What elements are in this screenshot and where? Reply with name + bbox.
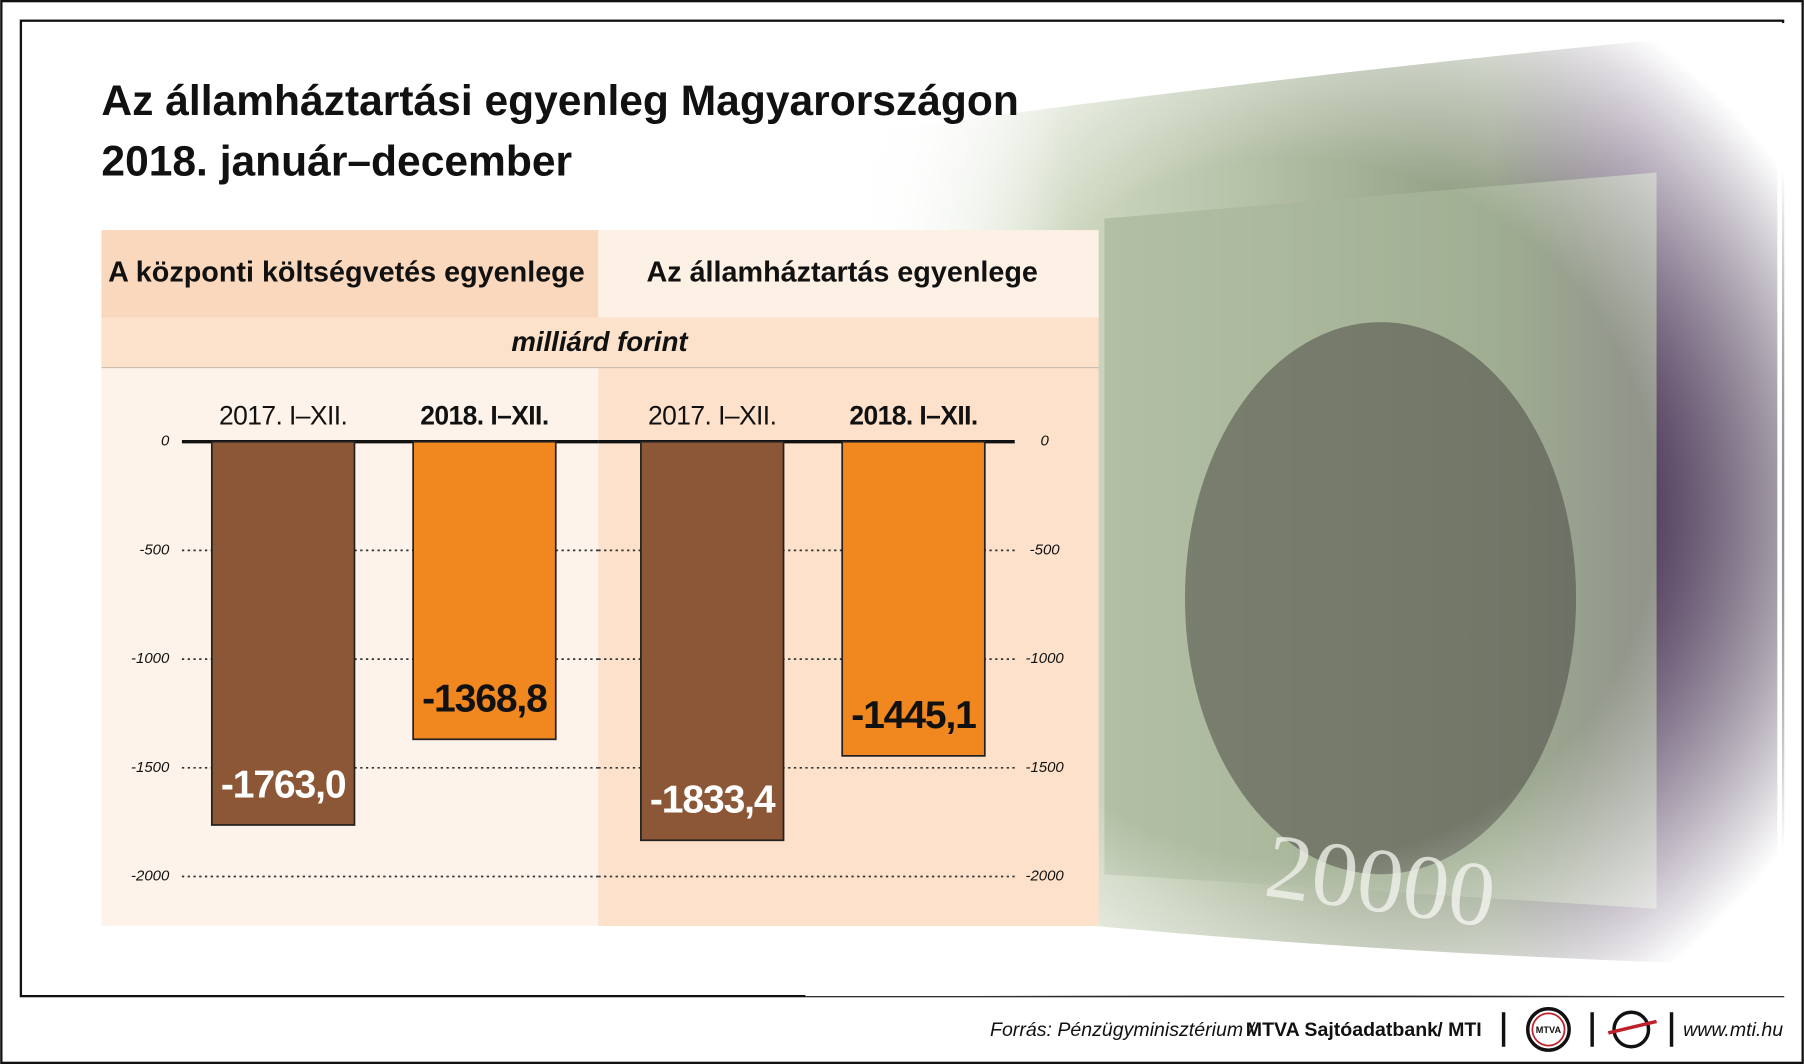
bar [412, 440, 557, 741]
plot: 0 -500 -1000 -1500 -2000 -1763,0 2017. I–XII. -… [131, 401, 1064, 885]
value-label: -1445,1 [851, 694, 976, 737]
category-label: 2018. I–XII. [849, 401, 977, 431]
logo-text: MTVA [1536, 1025, 1562, 1035]
subtitle: 2018. január–december [101, 138, 572, 186]
bar [640, 440, 785, 842]
footer: Forrás: Pénzügyminisztérium / MTVA Sajtó… [990, 1007, 1783, 1052]
category-label: 2018. I–XII. [420, 401, 548, 431]
y-tick-label: -500 [139, 541, 170, 558]
bar [841, 440, 986, 757]
value-label: -1833,4 [650, 779, 776, 822]
y-tick-label: -2000 [1026, 867, 1065, 884]
url: www.mti.hu [1683, 1019, 1783, 1041]
y-tick-label: -2000 [131, 867, 170, 884]
value-label: -1763,0 [221, 763, 346, 806]
unit-label: milliárd forint [511, 326, 689, 357]
y-tick-label: 0 [161, 433, 170, 450]
category-label: 2017. I–XII. [219, 401, 347, 431]
title: Az államháztartási egyenleg Magyarország… [101, 77, 1018, 125]
y-tick-label: -1000 [1026, 650, 1065, 667]
value-label: -1368,8 [422, 678, 547, 721]
y-tick-label: -1500 [131, 759, 170, 776]
y-tick-label: -500 [1030, 541, 1061, 558]
y-tick-label: -1000 [131, 650, 170, 667]
bar [210, 440, 356, 826]
category-label: 2017. I–XII. [648, 401, 776, 431]
source: Forrás: Pénzügyminisztérium / [990, 1019, 1257, 1041]
panel-title: A központi költségvetés egyenlege [108, 256, 585, 288]
source-agency: / MTI [1437, 1019, 1482, 1041]
panel-title: Az államháztartás egyenlege [646, 256, 1037, 288]
y-tick-label: 0 [1040, 433, 1049, 450]
source-bank: MTVA Sajtóadatbank [1246, 1019, 1438, 1041]
y-tick-label: -1500 [1026, 759, 1065, 776]
